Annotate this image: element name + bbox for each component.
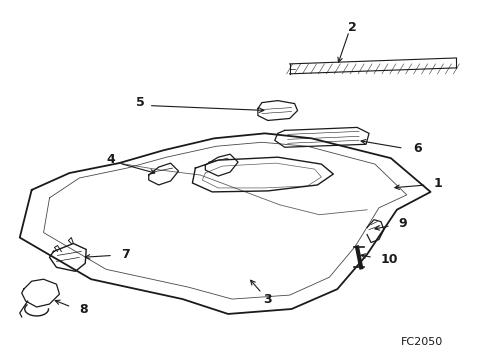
Text: 9: 9 [399, 217, 407, 230]
Text: 8: 8 [79, 303, 88, 316]
Text: FC2050: FC2050 [401, 337, 443, 347]
Text: 4: 4 [107, 153, 116, 166]
Text: 2: 2 [348, 21, 357, 34]
Text: 3: 3 [264, 293, 272, 306]
Text: 10: 10 [381, 253, 398, 266]
Text: 6: 6 [414, 142, 422, 155]
Text: 7: 7 [121, 248, 130, 261]
Text: 1: 1 [434, 177, 442, 190]
Text: 5: 5 [136, 96, 145, 109]
